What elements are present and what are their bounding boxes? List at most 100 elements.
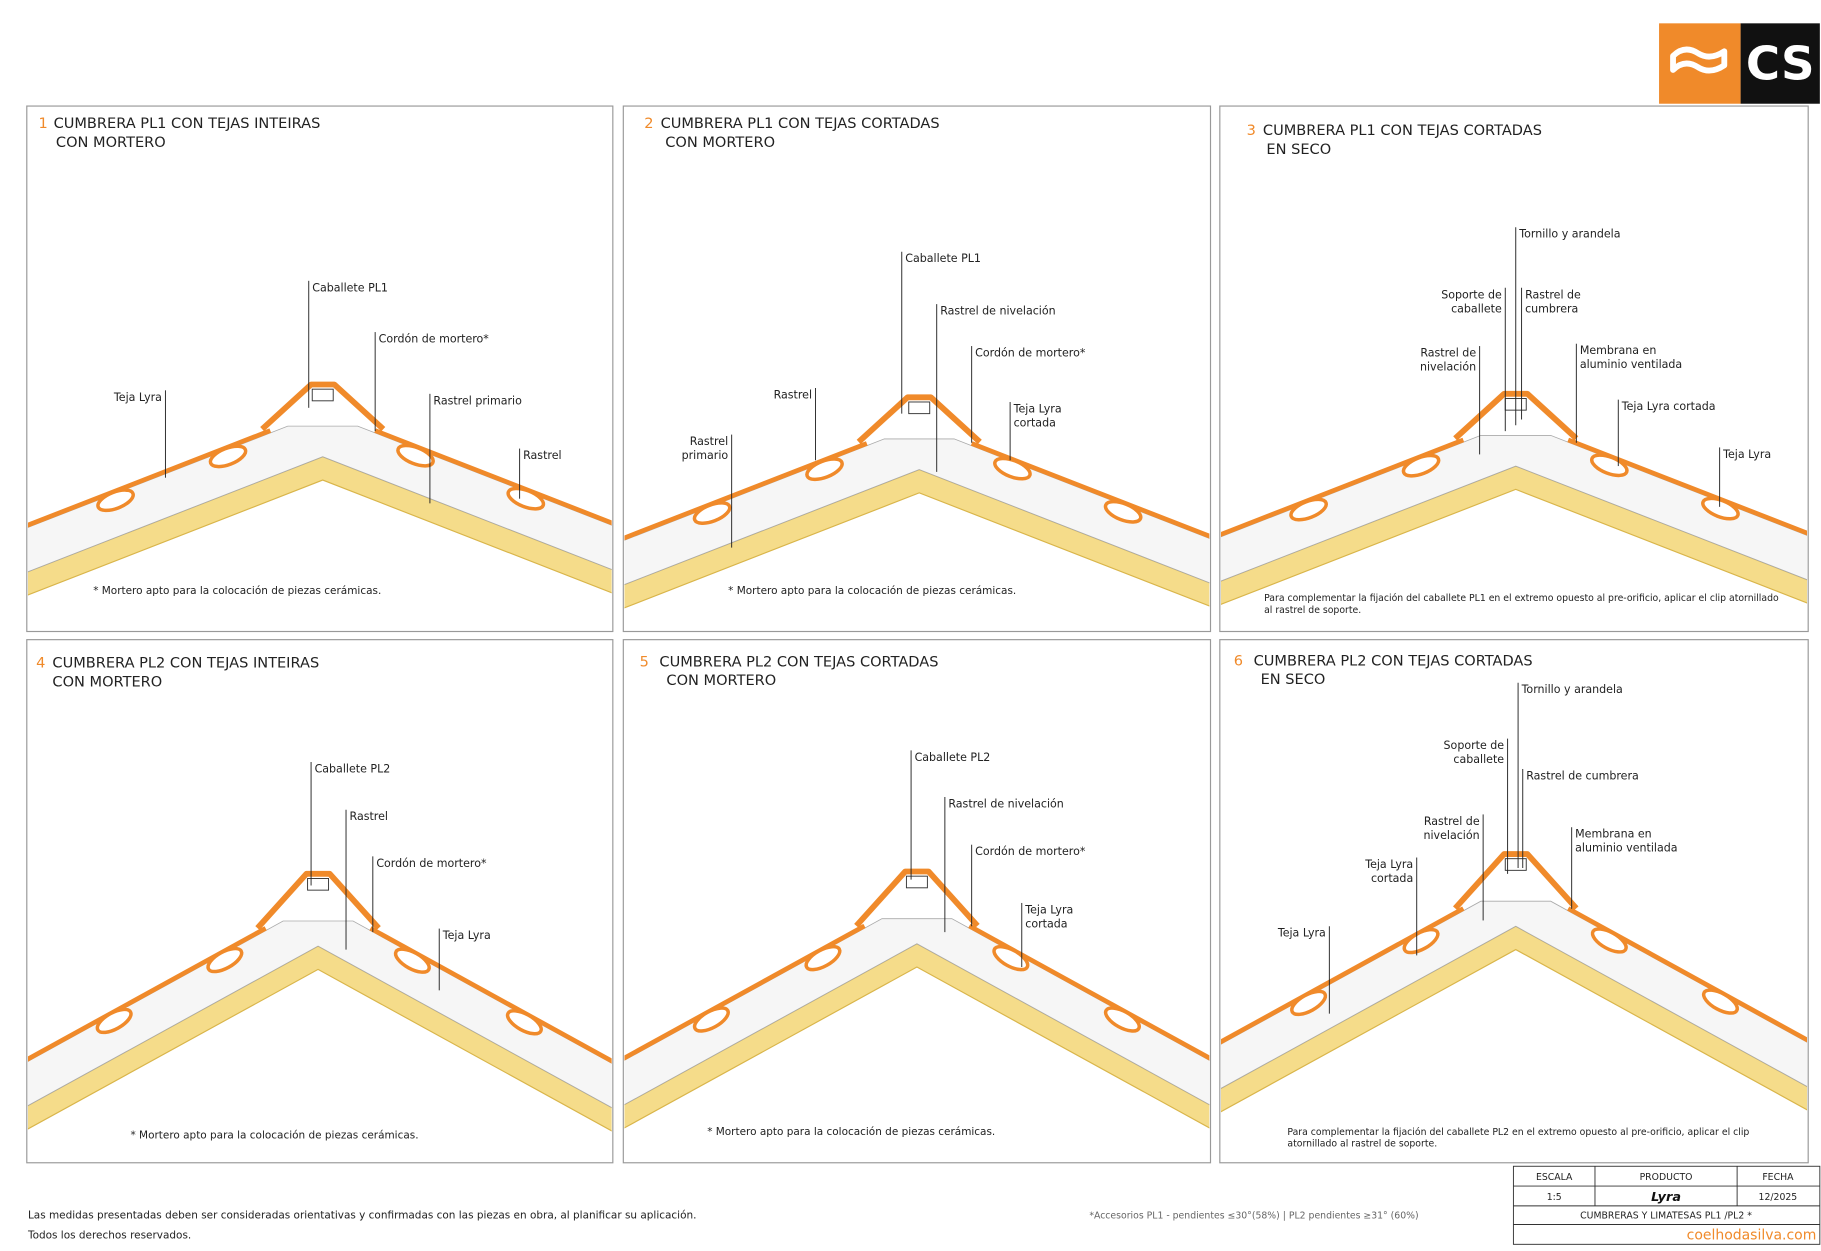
panel-number: 2 [644, 115, 653, 132]
callout-label: cortada [1025, 917, 1067, 930]
roof-detail [1220, 851, 1808, 1113]
panel-title: CUMBRERA PL1 CON TEJAS CORTADAS [1263, 122, 1542, 139]
callout-label: Soporte de [1441, 288, 1502, 301]
date-value: 12/2025 [1759, 1192, 1798, 1203]
ridge-batten [905, 875, 928, 889]
callout-label: Teja Lyra [113, 391, 162, 404]
panel-frame [1219, 639, 1809, 1164]
detail-panel: 3 CUMBRERA PL1 CON TEJAS CORTADAS EN SECO T… [1219, 105, 1809, 633]
callout-label: Rastrel de nivelación [948, 797, 1063, 810]
callout-label: Caballete PL1 [905, 252, 981, 265]
callout-label: Rastrel de cumbrera [1526, 769, 1639, 782]
panel-note: * Mortero apto para la colocación de pie… [93, 585, 381, 597]
panel-title: CUMBRERA PL2 CON TEJAS CORTADAS [659, 653, 938, 670]
panel-title: EN SECO [1266, 141, 1331, 158]
callout-label: Rastrel de nivelación [940, 305, 1055, 318]
ridge-batten [307, 878, 330, 891]
tile-nib [396, 443, 435, 468]
callout-label: Teja Lyra [1013, 402, 1062, 415]
callout-label: Rastrel [774, 388, 812, 401]
callout-label: Rastrel de [1420, 347, 1476, 360]
ridge-cap [856, 394, 982, 445]
callout-label: Rastrel [350, 810, 388, 823]
panel-frame [622, 105, 1212, 633]
panel-note: Para complementar la fijación del caball… [1287, 1127, 1749, 1138]
callout-label: nivelación [1420, 361, 1476, 374]
panel-note: * Mortero apto para la colocación de pie… [707, 1126, 995, 1138]
panels: 1 CUMBRERA PL1 CON TEJAS INTEIRAS CON MORT… [26, 105, 1809, 1164]
tile-nib [1289, 497, 1328, 522]
footer: Las medidas presentadas deben ser consid… [27, 1210, 1419, 1242]
callout-label: Rastrel [523, 449, 561, 462]
callout-label: cortada [1014, 416, 1056, 429]
ridge-cap [255, 870, 381, 931]
callout-label: Teja Lyra [442, 929, 491, 942]
tile-nib [206, 946, 244, 974]
tile-nib [1401, 453, 1441, 478]
tile-nib [393, 947, 431, 974]
panel-title: CON MORTERO [666, 672, 776, 689]
panel-title: CON MORTERO [665, 134, 775, 151]
callout-label: caballete [1451, 302, 1502, 315]
panel-title: CON MORTERO [56, 134, 166, 151]
ridge-batten [1504, 858, 1527, 871]
callout-label: caballete [1453, 753, 1504, 766]
tile-nib [1103, 1006, 1141, 1033]
callout-label: Soporte de [1444, 739, 1505, 752]
detail-panel: 6 CUMBRERA PL2 CON TEJAS CORTADAS EN SECO T… [1219, 639, 1809, 1164]
logo-text: CS [1746, 36, 1815, 90]
disclaimer: Todos los derechos reservados. [27, 1230, 191, 1242]
callout-label: cortada [1371, 872, 1413, 885]
tile-nib [692, 1006, 730, 1033]
title-block-header: ESCALA [1536, 1172, 1573, 1183]
ridge-cap [260, 381, 386, 432]
tile-nib [96, 488, 135, 513]
callout-label: Caballete PL2 [915, 751, 991, 764]
callout-label: Rastrel de [1424, 815, 1480, 828]
accessories-note: *Accesorios PL1 - pendientes ≤30°(58%) |… [1089, 1211, 1418, 1222]
title-block-header: PRODUCTO [1640, 1172, 1693, 1183]
logo-black [1740, 23, 1820, 104]
panel-frame [26, 105, 614, 633]
panel-title: CUMBRERA PL1 CON TEJAS INTEIRAS [54, 115, 321, 132]
callout-label: Teja Lyra [1722, 448, 1771, 461]
callout-label: Tornillo y arandela [1518, 228, 1620, 241]
roof-detail [27, 381, 612, 596]
panel-frame [622, 639, 1212, 1164]
panel-note: * Mortero apto para la colocación de pie… [130, 1129, 418, 1141]
tile-nib [208, 444, 248, 469]
callout-label: aluminio ventilada [1580, 358, 1682, 371]
callout-label: Teja Lyra cortada [1621, 400, 1716, 413]
callout-label: Cordón de mortero* [975, 845, 1086, 858]
panel-title: CUMBRERA PL2 CON TEJAS INTEIRAS [52, 655, 319, 672]
tile-nib [95, 1007, 133, 1035]
tile-nib [1103, 499, 1143, 524]
detail-panel: 5 CUMBRERA PL2 CON TEJAS CORTADAS CON MORT… [622, 639, 1212, 1164]
ridge-batten [311, 388, 334, 402]
tile-nib [505, 1009, 543, 1036]
roof-detail [624, 394, 1210, 609]
tile-nib [1701, 496, 1740, 521]
panel-number: 4 [36, 655, 45, 672]
product-value: Lyra [1651, 1190, 1681, 1205]
callout-label: Cordón de mortero* [376, 857, 487, 870]
logo: CS [1659, 23, 1820, 104]
callout-label: Rastrel primario [433, 394, 522, 407]
callout-label: Membrana en [1575, 828, 1652, 841]
tile-nib [1590, 927, 1628, 954]
panel-frame [1219, 105, 1809, 633]
logo-icon [1670, 46, 1728, 74]
panel-number: 1 [38, 115, 47, 132]
panel-note: Para complementar la fijación del caball… [1264, 593, 1779, 604]
callout-label: Cordón de mortero* [975, 347, 1086, 360]
callout-label: Caballete PL1 [312, 281, 388, 294]
callout-label: Teja Lyra [1364, 858, 1413, 871]
roof-detail [27, 870, 612, 1132]
panel-frame [26, 639, 614, 1164]
ridge-batten [908, 401, 931, 415]
detail-panel: 1 CUMBRERA PL1 CON TEJAS INTEIRAS CON MORT… [26, 105, 614, 633]
